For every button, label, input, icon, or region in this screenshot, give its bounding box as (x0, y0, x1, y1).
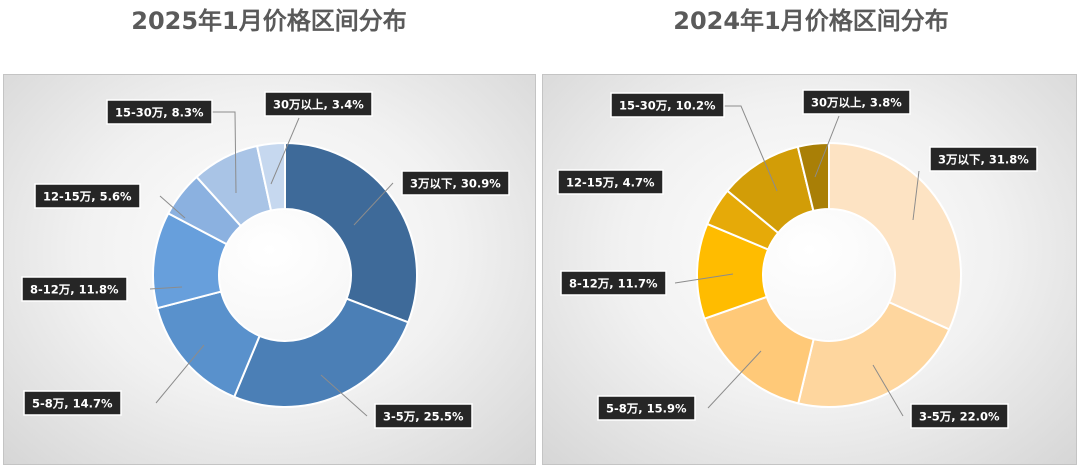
data-label-text: 3-5万, 25.5% (383, 410, 464, 424)
data-label-text: 3-5万, 22.0% (919, 410, 1000, 424)
leader-line-2 (320, 374, 368, 417)
leader-line-1 (353, 182, 394, 226)
donut-chart-2025: 3万以下, 30.9% 3-5万, 25.5% 5-8万, 14.7% 8-12万, … (21, 91, 510, 429)
data-label-6: 15-30万, 8.3% (106, 99, 213, 125)
data-label-text: 12-15万, 4.7% (566, 176, 655, 190)
data-label-1: 3万以下, 31.8% (929, 146, 1038, 172)
leader-line-2 (872, 364, 904, 417)
data-label-text: 8-12万, 11.8% (30, 283, 119, 297)
leader-line-1 (912, 170, 920, 221)
data-label-text: 15-30万, 10.2% (619, 99, 716, 113)
data-label-box (929, 146, 1038, 172)
data-label-4: 8-12万, 11.7% (560, 270, 667, 296)
leader-line-7 (270, 117, 300, 185)
data-label-box (264, 91, 373, 117)
chart-title-2025: 2025年1月价格区间分布 (131, 7, 407, 35)
data-label-box (557, 169, 664, 195)
data-label-text: 8-12万, 11.7% (569, 277, 658, 291)
leader-line-4 (674, 273, 734, 284)
leader-line-4 (149, 286, 183, 290)
data-label-7: 30万以上, 3.4% (264, 91, 373, 117)
data-label-2: 3-5万, 25.5% (374, 403, 473, 429)
leader-line-7 (814, 115, 840, 178)
data-label-3: 5-8万, 15.9% (597, 395, 696, 421)
data-label-1: 3万以下, 30.9% (401, 170, 510, 196)
chart-panel-2024: 3万以下, 31.8% 3-5万, 22.0% 5-8万, 15.9% 8-12万, … (542, 74, 1077, 465)
data-label-box (401, 170, 510, 196)
donut-slice-1 (828, 141, 962, 331)
data-label-box (34, 183, 141, 209)
data-label-box (21, 276, 128, 302)
data-label-box (802, 89, 911, 115)
leader-line-6 (212, 111, 237, 194)
data-label-text: 15-30万, 8.3% (115, 106, 204, 120)
data-label-text: 5-8万, 14.7% (32, 397, 113, 411)
donut-slice-2 (232, 297, 410, 408)
leader-line-3 (707, 350, 762, 409)
data-label-4: 8-12万, 11.8% (21, 276, 128, 302)
data-label-box (23, 390, 122, 416)
data-label-box (910, 403, 1009, 429)
data-label-text: 5-8万, 15.9% (606, 402, 687, 416)
data-label-text: 30万以上, 3.8% (811, 96, 902, 110)
leader-line-3 (155, 344, 205, 404)
data-label-box (374, 403, 473, 429)
chart-title-2024: 2024年1月价格区间分布 (673, 7, 949, 35)
data-label-5: 12-15万, 4.7% (557, 169, 664, 195)
chart-panel-2025: 3万以下, 30.9% 3-5万, 25.5% 5-8万, 14.7% 8-12万, … (3, 74, 536, 465)
data-label-text: 3万以下, 31.8% (938, 153, 1029, 167)
donut-chart-2024: 3万以下, 31.8% 3-5万, 22.0% 5-8万, 15.9% 8-12万, … (557, 89, 1038, 429)
donut-slice-7 (255, 141, 286, 212)
donut-slice-2 (797, 300, 951, 408)
data-label-box (610, 92, 725, 118)
data-label-text: 3万以下, 30.9% (410, 177, 501, 191)
data-label-7: 30万以上, 3.8% (802, 89, 911, 115)
data-label-text: 30万以上, 3.4% (273, 98, 364, 112)
data-label-box (106, 99, 213, 125)
data-label-text: 12-15万, 5.6% (43, 190, 132, 204)
data-label-3: 5-8万, 14.7% (23, 390, 122, 416)
data-label-box (560, 270, 667, 296)
data-label-2: 3-5万, 22.0% (910, 403, 1009, 429)
leader-line-5 (159, 195, 186, 219)
leader-line-6 (719, 105, 778, 192)
data-label-box (597, 395, 696, 421)
data-label-5: 12-15万, 5.6% (34, 183, 141, 209)
donut-slice-1 (284, 141, 418, 324)
data-label-6: 15-30万, 10.2% (610, 92, 725, 118)
